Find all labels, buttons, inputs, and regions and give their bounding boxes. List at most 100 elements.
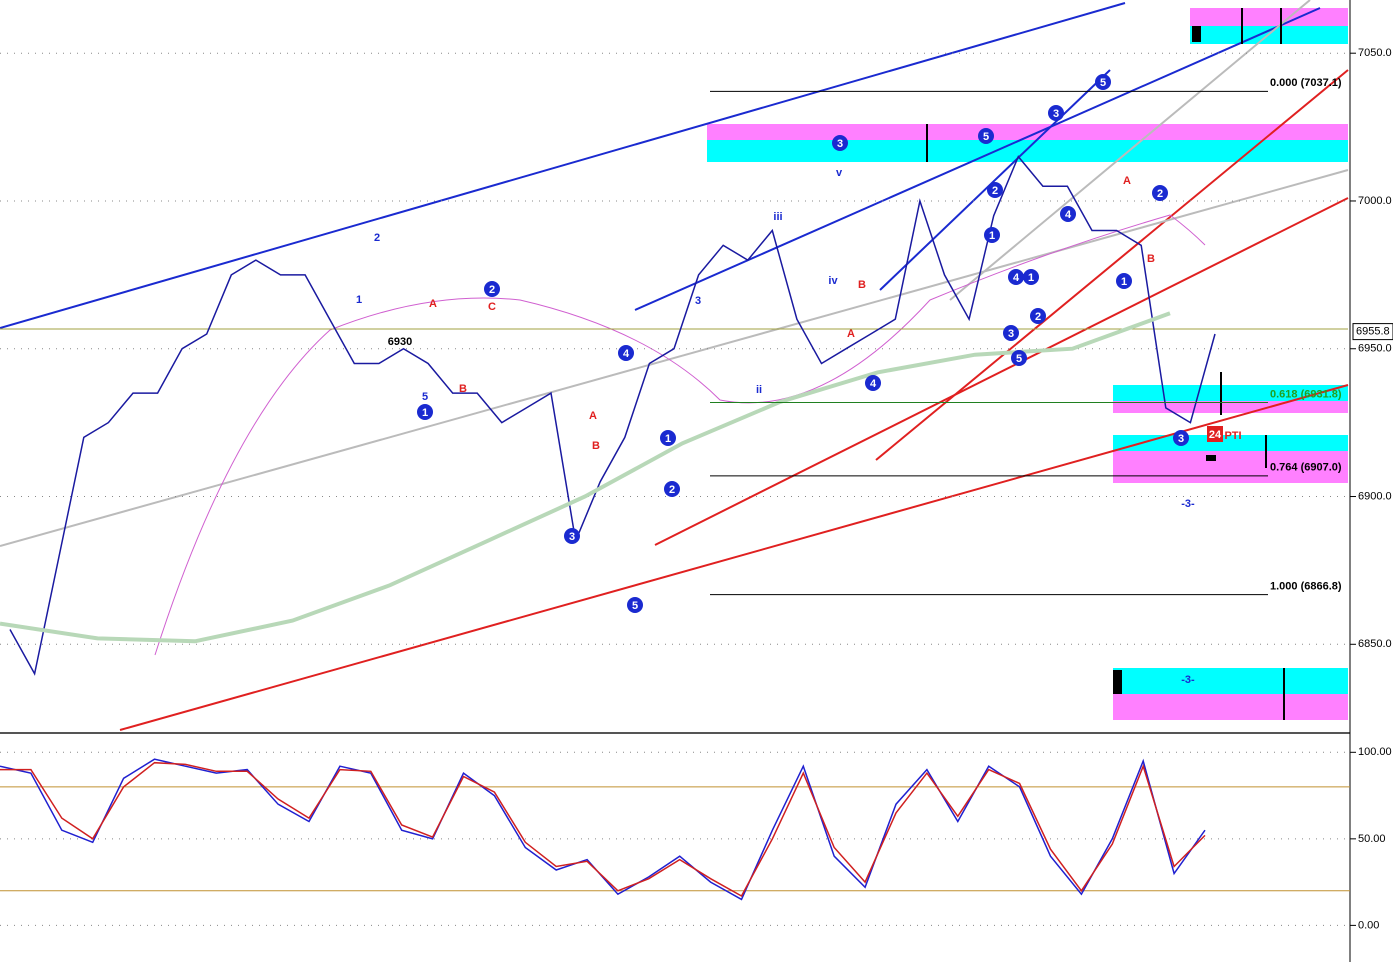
wave-label: 4 xyxy=(1065,209,1072,221)
wave-label: 6930 xyxy=(388,336,412,348)
wave-label: 24 xyxy=(1209,429,1222,441)
wave-label: 5 xyxy=(1100,77,1106,89)
fib-label: 0.764 (6907.0) xyxy=(1270,462,1342,474)
zone xyxy=(707,140,1348,162)
wave-label: 3 xyxy=(837,138,843,150)
trendline xyxy=(0,2,1126,329)
wave-circle xyxy=(1003,325,1019,341)
zone xyxy=(1113,668,1348,694)
wave-label: B xyxy=(1147,253,1155,265)
wave-label: 1 xyxy=(422,407,428,419)
wave-circle xyxy=(832,135,848,151)
wave-circle xyxy=(865,375,881,391)
y-tick-label: 100.00 xyxy=(1358,746,1392,758)
wave-label: 5 xyxy=(1016,353,1022,365)
wave-label: A xyxy=(429,298,437,310)
wave-label: C xyxy=(488,301,496,313)
wave-label: A xyxy=(589,410,597,422)
label-box xyxy=(1207,426,1223,442)
wave-label: -3- xyxy=(1181,674,1195,686)
wave-label: A xyxy=(1123,175,1131,187)
price-label: 6955.8 xyxy=(1356,326,1390,338)
zone xyxy=(1113,385,1348,401)
wave-label: B xyxy=(592,440,600,452)
marker xyxy=(1113,670,1122,694)
wave-label: 1 xyxy=(665,433,671,445)
wave-circle xyxy=(1008,269,1024,285)
zone xyxy=(1113,694,1348,720)
wave-circle xyxy=(417,404,433,420)
trendline xyxy=(0,169,1349,547)
wave-circle xyxy=(1152,185,1168,201)
wave-circle xyxy=(618,345,634,361)
wave-label: 5 xyxy=(632,600,638,612)
wave-circle xyxy=(1116,273,1132,289)
wave-label: 1 xyxy=(989,230,995,242)
wave-label: 2 xyxy=(669,484,675,496)
wave-circle xyxy=(978,128,994,144)
wave-circle xyxy=(1048,105,1064,121)
wave-label: 3 xyxy=(1053,108,1059,120)
trendline xyxy=(949,0,1311,301)
wave-circle xyxy=(1095,74,1111,90)
y-tick-label: 7000.0 xyxy=(1358,195,1392,207)
y-tick-label: 6900.0 xyxy=(1358,490,1392,502)
wave-circle xyxy=(660,430,676,446)
y-tick-label: 50.00 xyxy=(1358,833,1386,845)
zone xyxy=(1113,451,1348,483)
wave-label: 1 xyxy=(356,294,362,306)
trendline xyxy=(875,69,1349,461)
trendline xyxy=(119,384,1349,731)
wave-circle xyxy=(1060,206,1076,222)
y-tick-label: 6850.0 xyxy=(1358,638,1392,650)
trendline xyxy=(879,69,1111,291)
wave-circle xyxy=(1023,269,1039,285)
wave-circle xyxy=(664,481,680,497)
wave-label: iv xyxy=(828,275,838,287)
wave-label: B xyxy=(459,383,467,395)
fib-label: 0.618 (6931.8) xyxy=(1270,388,1342,400)
marker-lines xyxy=(926,8,1285,720)
wave-label: A xyxy=(847,328,855,340)
wave-circle xyxy=(1030,308,1046,324)
y-tick-label: 6950.0 xyxy=(1358,343,1392,355)
wave-circle xyxy=(484,281,500,297)
zone xyxy=(707,124,1348,144)
wave-circle xyxy=(1011,350,1027,366)
wave-label: PTI xyxy=(1224,430,1241,442)
moving-average xyxy=(154,214,1206,656)
marker xyxy=(1206,455,1216,461)
wave-label: 1 xyxy=(1028,272,1034,284)
wave-label: 5 xyxy=(422,391,428,403)
wave-label: 2 xyxy=(374,232,380,244)
wave-label: 3 xyxy=(569,531,575,543)
zone xyxy=(1113,435,1348,451)
wave-label: ii xyxy=(756,384,762,396)
wave-label: 2 xyxy=(1035,311,1041,323)
zone xyxy=(1113,401,1348,413)
wave-label: v xyxy=(836,167,843,179)
axis-area xyxy=(1350,0,1393,962)
wave-label: -3- xyxy=(1181,498,1195,510)
markers xyxy=(1113,26,1216,694)
wave-label: B xyxy=(858,279,866,291)
wave-label: 3 xyxy=(695,295,701,307)
wave-label: 5 xyxy=(983,131,989,143)
series-line xyxy=(9,155,1216,676)
wave-label: iii xyxy=(773,211,782,223)
wave-circle xyxy=(987,182,1003,198)
wave-circle xyxy=(1173,430,1189,446)
marker xyxy=(1192,26,1201,42)
zone xyxy=(1190,8,1348,26)
fib-label: 1.000 (6866.8) xyxy=(1270,581,1342,593)
wave-label: 2 xyxy=(489,284,495,296)
y-tick-label: 0.00 xyxy=(1358,919,1379,931)
price-box xyxy=(1352,323,1393,341)
y-tick-label: 7050.0 xyxy=(1358,47,1392,59)
series-line xyxy=(0,761,1206,898)
series-line xyxy=(0,311,1171,644)
trendlines xyxy=(0,0,1349,731)
wave-label: 3 xyxy=(1008,328,1014,340)
